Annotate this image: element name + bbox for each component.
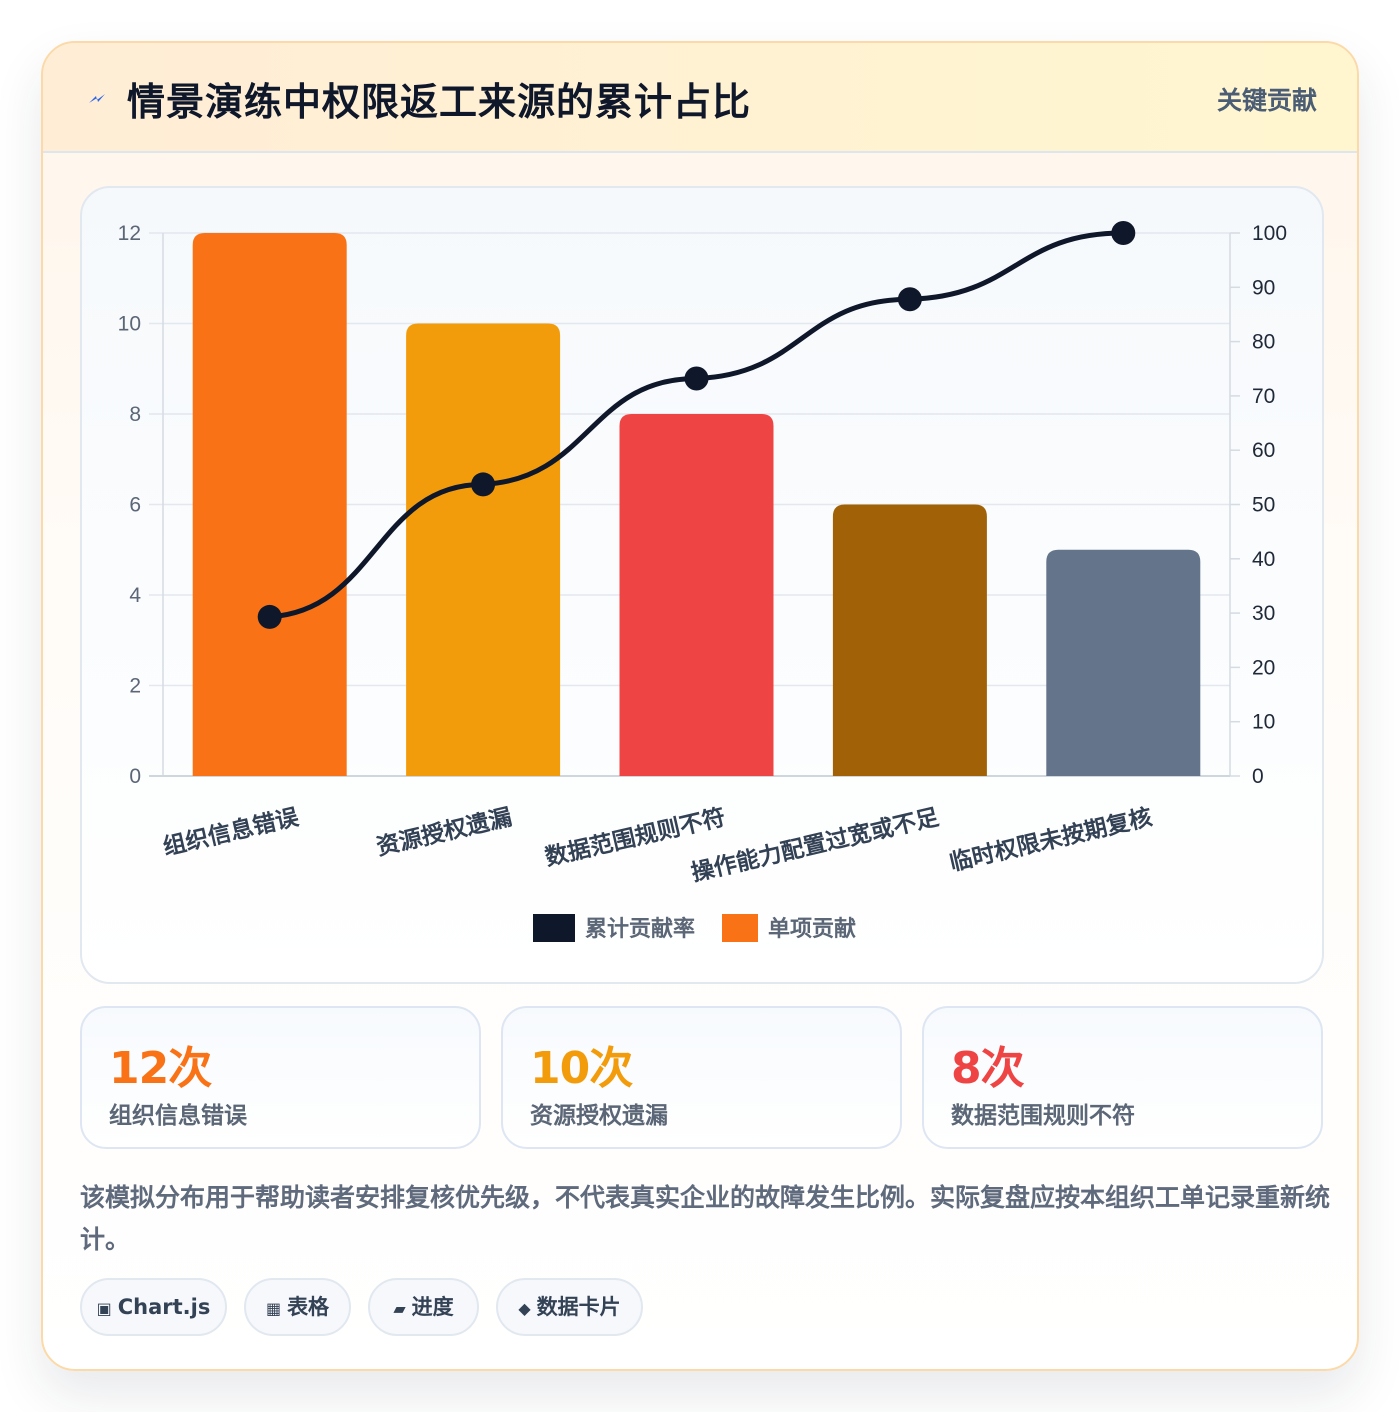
y-right-tick-label: 0 xyxy=(1252,765,1264,788)
cumulative-point-1 xyxy=(257,604,282,629)
stat-value: 12次 xyxy=(109,1043,212,1094)
y-left-tick-label: 2 xyxy=(129,675,141,698)
lightning-icon xyxy=(89,94,105,103)
y-right-tick-label: 60 xyxy=(1252,439,1275,462)
bar-2 xyxy=(406,323,561,776)
y-right-tick-label: 10 xyxy=(1252,711,1275,734)
tag-table[interactable]: ▦ 表格 xyxy=(244,1278,351,1336)
stat-label: 数据范围规则不符 xyxy=(951,1103,1135,1129)
y-right-tick-label: 40 xyxy=(1252,548,1275,571)
y-right-tick-label: 30 xyxy=(1252,602,1275,625)
y-left-tick-label: 10 xyxy=(118,313,141,336)
chart-card: 情景演练中权限返工来源的累计占比 关键贡献 0 2 4 6 8 10 12 0 10 20 30 40… xyxy=(41,41,1359,1371)
cumulative-point-5 xyxy=(1111,221,1136,245)
progress-icon: ▰ xyxy=(393,1299,406,1318)
y-left-tick-label: 4 xyxy=(129,584,141,607)
y-right-tick-label: 20 xyxy=(1252,656,1275,679)
key-contribution-badge: 关键贡献 xyxy=(1216,86,1317,115)
y-left-tick-label: 12 xyxy=(118,222,141,245)
legend-label: 单项贡献 xyxy=(768,916,856,942)
bar-1 xyxy=(192,233,347,776)
y-right-tick-label: 50 xyxy=(1252,494,1275,517)
y-left-tick-label: 8 xyxy=(129,403,141,426)
y-right-tick-label: 90 xyxy=(1252,276,1275,299)
stat-value: 10次 xyxy=(530,1043,633,1094)
x-tick-label: 资源授权遗漏 xyxy=(374,805,514,861)
tag-progress[interactable]: ▰ 进度 xyxy=(368,1278,479,1336)
tag-label: Chart.js xyxy=(117,1295,211,1319)
y-right-tick-label: 80 xyxy=(1252,331,1275,354)
x-tick-label: 临时权限未按期复核 xyxy=(947,804,1155,877)
note-text: 该模拟分布用于帮助读者安排复核优先级，不代表真实企业的故障发生比例。实际复盘应按… xyxy=(80,1183,1331,1254)
stat-value: 8次 xyxy=(951,1043,1025,1094)
stat-label: 组织信息错误 xyxy=(109,1103,247,1129)
chart-panel: 0 2 4 6 8 10 12 0 10 20 30 40 50 60 70 80 90 100 组织信息错误 资源授… xyxy=(80,186,1324,984)
y-left-tick-label: 0 xyxy=(129,765,141,788)
diamond-icon: ◆ xyxy=(518,1299,531,1318)
stat-card-2: 10次 资源授权遗漏 xyxy=(501,1006,902,1149)
legend-swatch xyxy=(533,914,575,942)
x-tick-label: 操作能力配置过宽或不足 xyxy=(689,804,942,887)
bar-5 xyxy=(1046,549,1201,776)
stat-card-1: 12次 组织信息错误 xyxy=(80,1006,481,1149)
cumulative-point-2 xyxy=(471,472,496,497)
cumulative-point-3 xyxy=(684,366,709,391)
legend-label: 累计贡献率 xyxy=(585,916,695,942)
bar-3 xyxy=(619,414,774,776)
y-left-tick-label: 6 xyxy=(129,494,141,517)
stat-card-3: 8次 数据范围规则不符 xyxy=(922,1006,1323,1149)
legend-swatch xyxy=(722,914,758,942)
page-title: 情景演练中权限返工来源的累计占比 xyxy=(127,80,752,124)
y-right-tick-label: 100 xyxy=(1252,222,1287,245)
tag-label: 表格 xyxy=(287,1295,330,1319)
y-right-tick-label: 70 xyxy=(1252,385,1275,408)
chart-icon: ▣ xyxy=(96,1299,112,1318)
stat-label: 资源授权遗漏 xyxy=(530,1103,668,1129)
bar-4 xyxy=(832,504,987,776)
tag-label: 进度 xyxy=(411,1295,454,1319)
pareto-chart: 0 2 4 6 8 10 12 0 10 20 30 40 50 60 70 80 90 100 组织信息错误 资源授… xyxy=(118,221,1287,942)
tag-chartjs[interactable]: ▣ Chart.js xyxy=(80,1278,227,1336)
tag-label: 数据卡片 xyxy=(536,1295,621,1319)
table-icon: ▦ xyxy=(265,1299,282,1318)
cumulative-point-4 xyxy=(897,287,922,312)
tag-data-card[interactable]: ◆ 数据卡片 xyxy=(496,1278,643,1336)
card-header: 情景演练中权限返工来源的累计占比 关键贡献 xyxy=(43,43,1357,153)
x-tick-label: 组织信息错误 xyxy=(161,803,303,861)
